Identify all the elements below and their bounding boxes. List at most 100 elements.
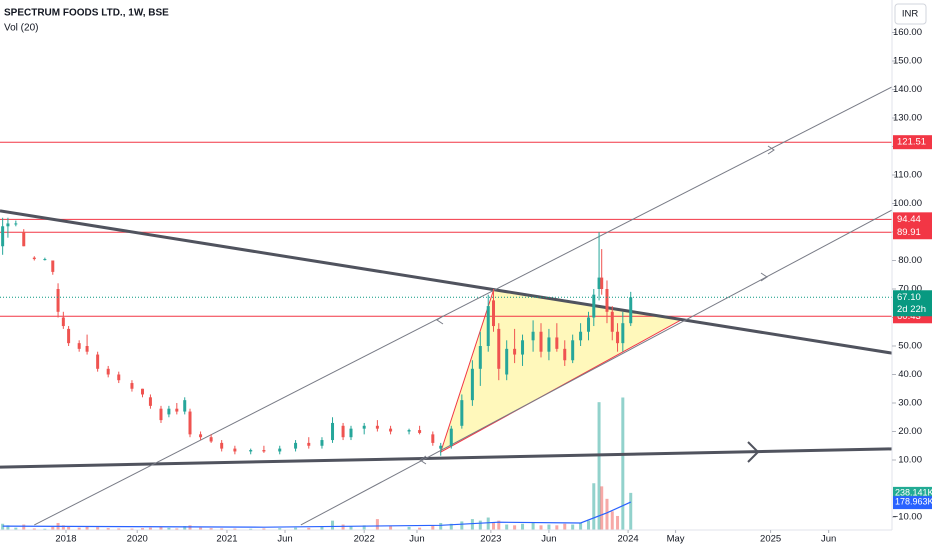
y-tick-label: 20.00 <box>898 426 922 437</box>
volume-bar <box>307 527 311 530</box>
x-tick-label: 2025 <box>760 534 781 545</box>
volume-bar <box>605 498 609 530</box>
x-tick-label: 2020 <box>127 534 148 545</box>
volume-bar <box>167 527 171 530</box>
current-price-badge <box>893 290 932 317</box>
candle-body <box>449 428 453 446</box>
volume-bar <box>6 525 10 530</box>
volume-bar <box>513 525 517 530</box>
currency-label[interactable]: INR <box>902 9 919 20</box>
indicator-label: Vol (20) <box>4 23 38 34</box>
candle-body <box>616 331 620 344</box>
x-tick-label: Jun <box>821 534 836 545</box>
candle-body <box>14 223 18 225</box>
candle-body <box>610 311 614 332</box>
volume-bar <box>460 521 464 530</box>
volume-bar <box>439 522 443 530</box>
candle-body <box>521 340 525 355</box>
volume-bar <box>547 524 551 530</box>
volume-bar <box>418 527 422 530</box>
candle-body <box>43 259 47 261</box>
candle-body <box>22 231 26 247</box>
volume-bar <box>349 526 353 530</box>
x-tick-label: Jun <box>541 534 556 545</box>
volume-bar <box>96 527 100 530</box>
y-tick-label: 40.00 <box>898 369 922 380</box>
y-tick-label: 130.00 <box>893 113 922 124</box>
y-tick-label: 140.00 <box>893 84 922 95</box>
volume-bar <box>148 527 152 530</box>
volume-bar <box>14 527 18 530</box>
level-label: 121.51 <box>897 137 926 148</box>
volume-bar <box>505 524 509 530</box>
candle-body <box>183 400 187 412</box>
y-tick-label: 70.00 <box>898 284 922 295</box>
candle-body <box>579 331 583 341</box>
candle-body <box>106 368 110 375</box>
y-tick-label: 100.00 <box>893 198 922 209</box>
volume-bar <box>555 525 559 530</box>
volume-bar <box>183 526 187 530</box>
volume-bar <box>621 397 625 530</box>
candle-body <box>407 430 411 432</box>
y-tick-label: −10.00 <box>893 512 922 523</box>
x-tick-label: 2022 <box>354 534 375 545</box>
candle-body <box>497 328 501 369</box>
candle-body <box>349 428 353 438</box>
volume-bar <box>478 520 482 530</box>
arrow <box>436 315 444 325</box>
trendline <box>0 447 893 469</box>
level-label: 94.44 <box>897 214 921 225</box>
volume-bar <box>600 486 604 530</box>
volume-bar <box>470 519 474 530</box>
volume-bar <box>175 528 179 530</box>
candle-body <box>148 397 152 406</box>
currency-button[interactable] <box>894 3 927 25</box>
volume-bar <box>199 527 203 530</box>
volume-bar <box>629 492 633 530</box>
candle-body <box>331 422 335 441</box>
volume-bar <box>579 522 583 530</box>
level-badge <box>893 225 932 240</box>
candle-body <box>547 337 551 352</box>
volume-bar <box>262 528 266 530</box>
candle-body <box>375 425 379 429</box>
volume-bar <box>592 483 596 530</box>
volume-bar <box>61 525 65 530</box>
volume-bar <box>188 525 192 530</box>
candle-body <box>141 388 145 395</box>
volume-bar <box>51 526 55 530</box>
candle-body <box>199 434 203 438</box>
level-label: 89.91 <box>897 227 921 238</box>
candle-body <box>362 425 366 429</box>
volume-bar <box>331 520 335 530</box>
volume-bar <box>431 525 435 530</box>
y-tick-label: 30.00 <box>898 398 922 409</box>
candle-body <box>67 328 71 344</box>
candle-body <box>278 448 282 452</box>
candle-body <box>85 345 89 352</box>
candle-body <box>320 440 324 446</box>
y-tick-label: 110.00 <box>894 170 922 181</box>
x-tick-label: Jun <box>409 534 424 545</box>
current-price-label: 67.10 <box>897 292 921 303</box>
arrow <box>760 272 768 282</box>
volume-bar <box>220 528 224 530</box>
arrow <box>419 455 427 465</box>
level-badge <box>893 135 932 150</box>
volume-bar <box>341 524 345 530</box>
volume-bar <box>233 528 237 530</box>
y-tick-label: 150.00 <box>893 56 922 67</box>
volume-label: 178.963K <box>895 496 932 506</box>
candle-body <box>513 348 517 355</box>
candle-body <box>555 337 559 349</box>
volume-bar <box>67 526 71 530</box>
x-tick-label: May <box>667 534 685 545</box>
candle-body <box>539 331 543 352</box>
volume-bar <box>486 517 490 530</box>
candle-body <box>571 340 575 361</box>
volume-bar <box>249 528 253 530</box>
candle-body <box>209 437 213 442</box>
trendline <box>0 209 893 355</box>
candle-body <box>262 450 266 452</box>
